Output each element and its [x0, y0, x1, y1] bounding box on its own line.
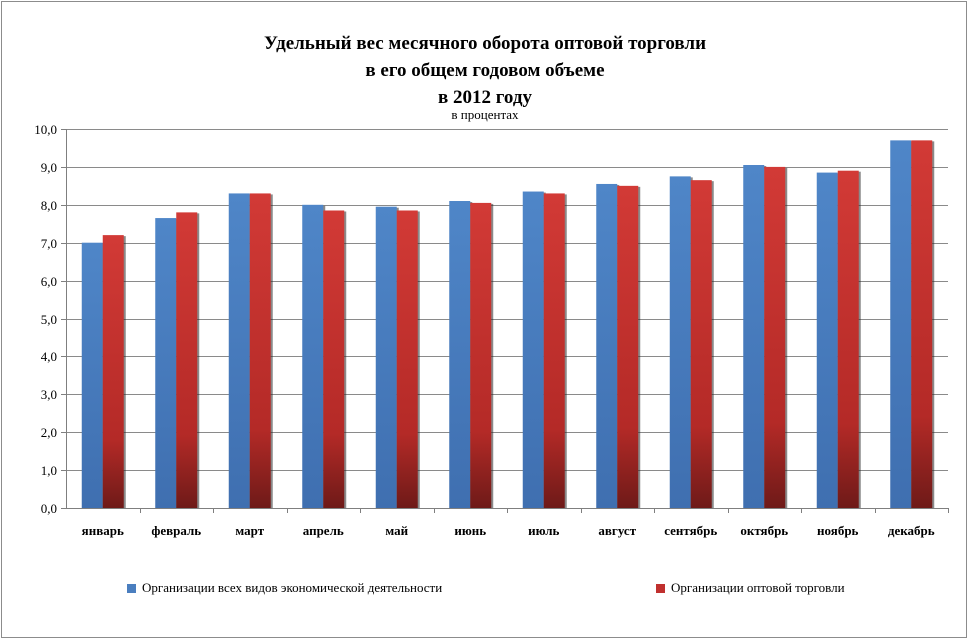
y-tick-label: 2,0: [41, 425, 57, 440]
legend-swatch-blue: [127, 583, 136, 593]
x-tick-label: сентябрь: [664, 523, 717, 538]
y-tick-label: 6,0: [41, 274, 57, 289]
bar-all-organizations: [449, 201, 471, 508]
chart-subtitle: в процентах: [451, 107, 519, 122]
y-tick-label: 9,0: [41, 160, 57, 175]
x-tick-label: декабрь: [888, 523, 935, 538]
bar-wholesale-organizations: [102, 235, 124, 508]
bar-wholesale-organizations: [690, 180, 712, 509]
bar-wholesale-organizations: [470, 202, 492, 508]
bar-wholesale-organizations: [323, 210, 345, 509]
x-tick-label: октябрь: [740, 523, 788, 538]
legend-item-series-1: Организации всех видов экономической дея…: [127, 580, 442, 596]
bar-all-organizations: [375, 206, 397, 508]
bar-all-organizations: [669, 176, 691, 508]
y-tick-label: 5,0: [41, 312, 57, 327]
bar-wholesale-organizations: [764, 166, 786, 508]
y-tick-label: 3,0: [41, 387, 57, 402]
x-tick-label: ноябрь: [817, 523, 859, 538]
bar-all-organizations: [596, 183, 618, 508]
y-tick-label: 7,0: [41, 236, 57, 251]
legend-label-series-2: Организации оптовой торговли: [671, 580, 845, 595]
x-tick-label: март: [235, 523, 264, 538]
y-tick-label: 4,0: [41, 349, 57, 364]
bar-all-organizations: [228, 193, 250, 508]
bar-all-organizations: [816, 172, 838, 508]
x-tick-label: август: [598, 523, 636, 538]
x-tick-label: февраль: [151, 523, 201, 538]
bar-all-organizations: [155, 218, 177, 508]
chart-title-line-1: Удельный вес месячного оборота оптовой т…: [263, 33, 707, 54]
chart-title-line-3: в 2012 году: [438, 87, 532, 108]
bar-wholesale-organizations: [617, 185, 639, 508]
legend-label-series-1: Организации всех видов экономической дея…: [142, 580, 443, 595]
legend-item-series-2: Организации оптовой торговли: [656, 580, 845, 596]
x-tick-label: июнь: [454, 523, 486, 538]
bar-wholesale-organizations: [396, 210, 418, 509]
bar-all-organizations: [81, 242, 103, 508]
y-tick-label: 0,0: [41, 501, 57, 516]
chart-title-line-2: в его общем годовом объеме: [365, 60, 605, 81]
bar-all-organizations: [302, 204, 324, 509]
bar-wholesale-organizations: [176, 212, 198, 508]
x-tick-label: апрель: [303, 523, 344, 538]
x-tick-label: май: [385, 523, 408, 538]
bar-wholesale-organizations: [911, 140, 933, 508]
bar-all-organizations: [522, 191, 544, 508]
y-tick-label: 8,0: [41, 198, 57, 213]
bar-all-organizations: [743, 165, 765, 508]
legend-swatch-red: [656, 583, 665, 593]
bar-wholesale-organizations: [249, 193, 271, 508]
x-tick-label: январь: [82, 523, 124, 538]
x-tick-label: июль: [528, 523, 559, 538]
chart-title: Удельный вес месячного оборота оптовой т…: [0, 30, 970, 111]
bar-all-organizations: [890, 140, 912, 508]
bar-wholesale-organizations: [837, 170, 859, 508]
y-tick-label: 10,0: [34, 122, 57, 137]
bar-wholesale-organizations: [543, 193, 565, 508]
y-tick-label: 1,0: [41, 463, 57, 478]
